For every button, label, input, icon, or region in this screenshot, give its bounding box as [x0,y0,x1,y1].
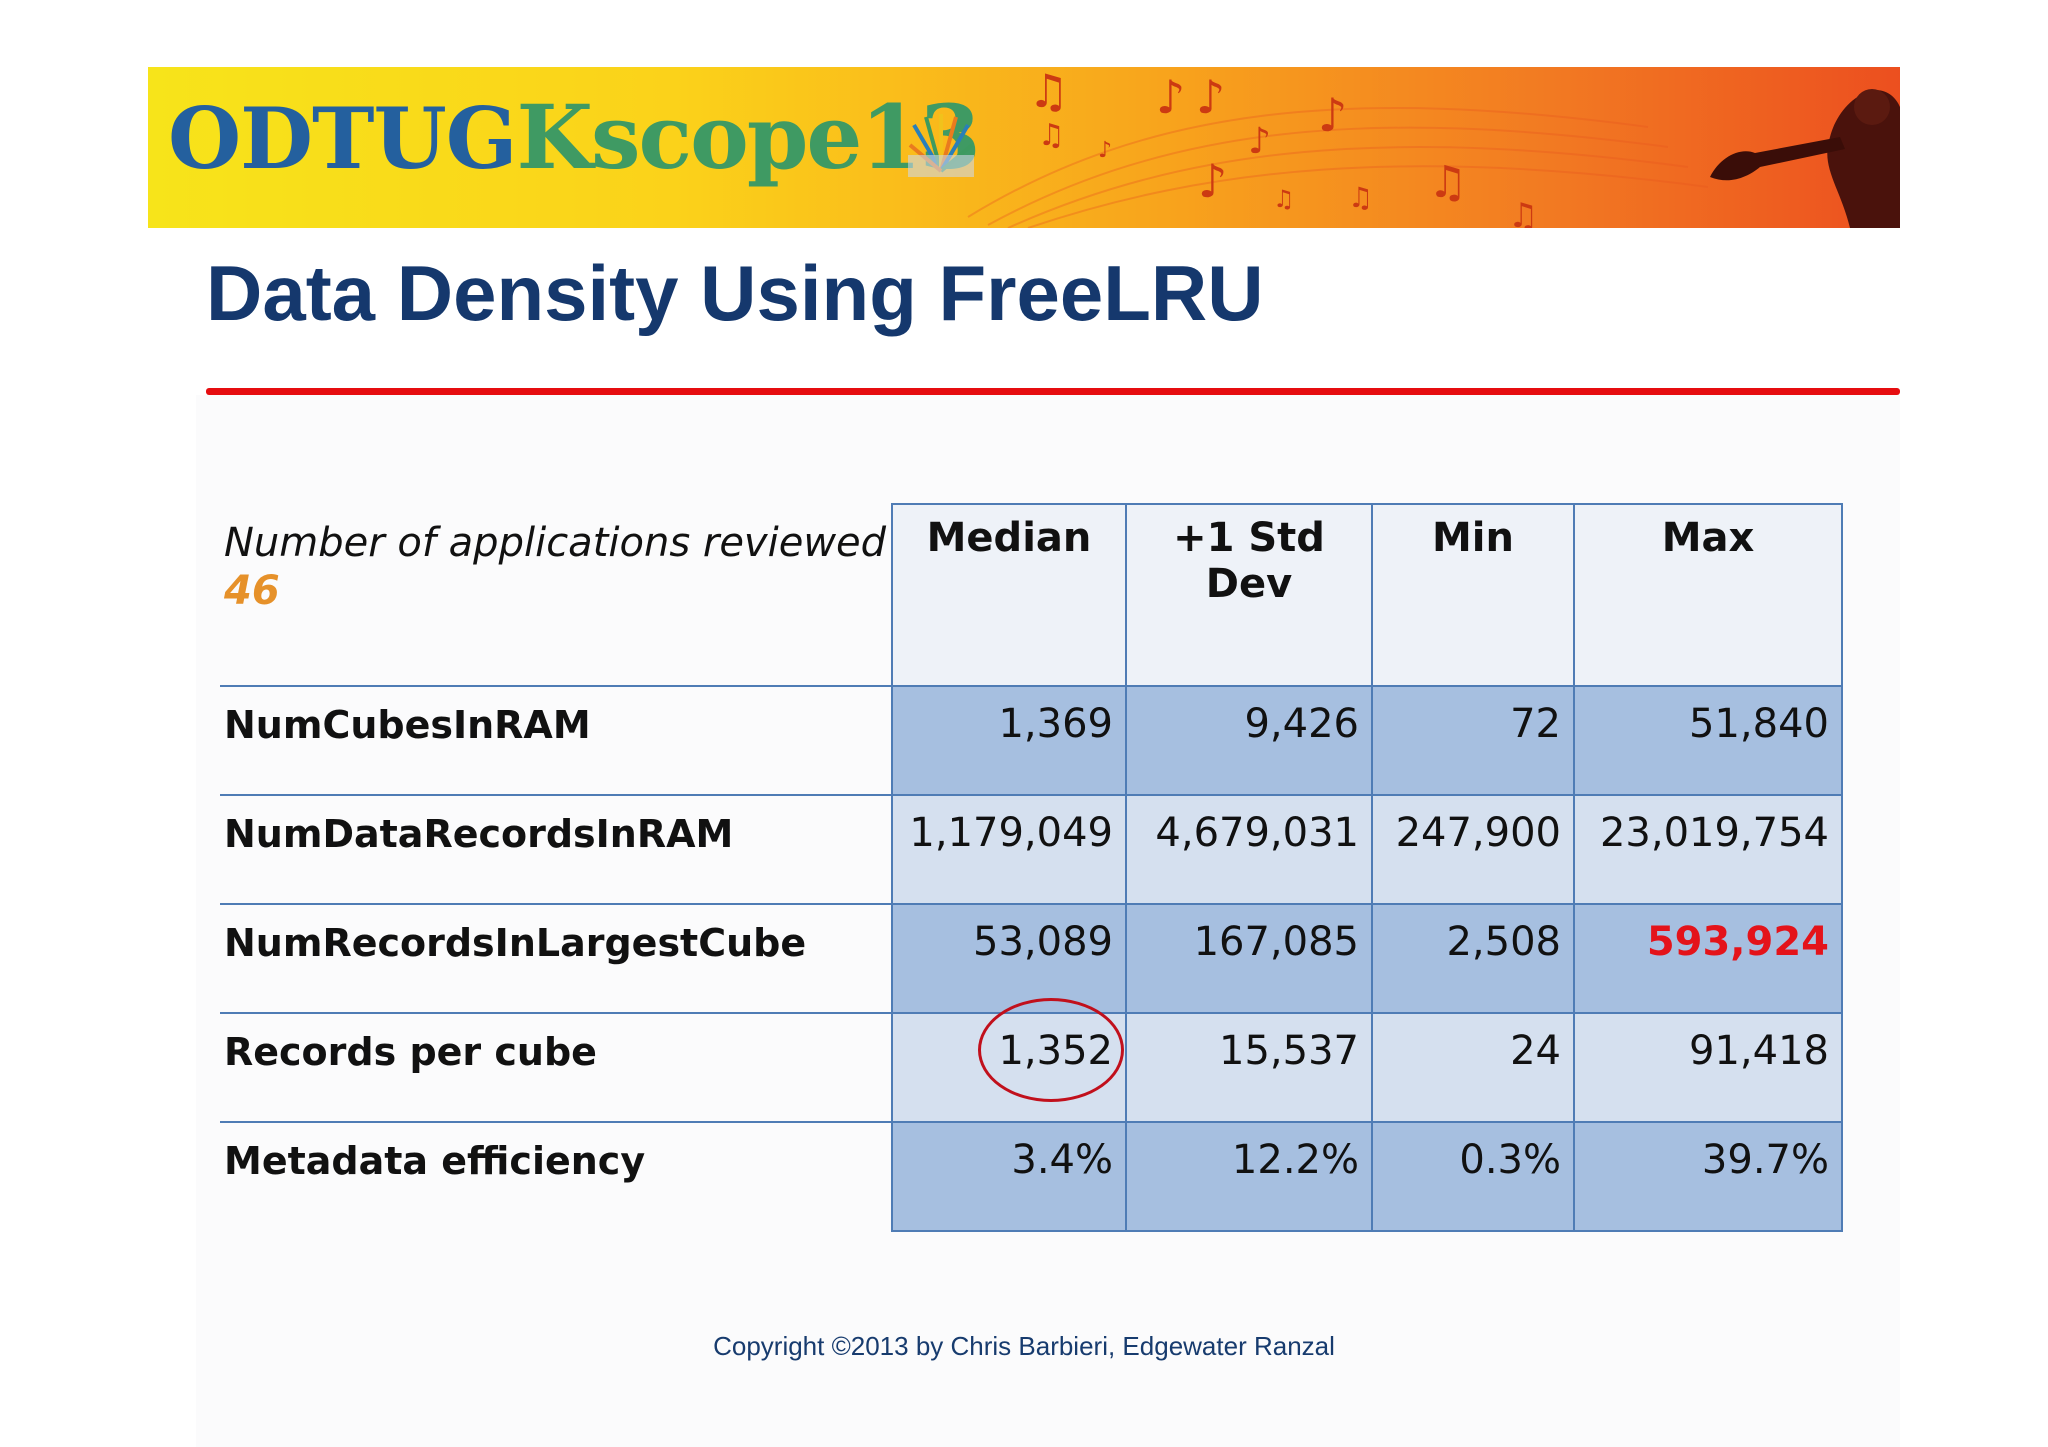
table-row: Metadata efficiency 3.4% 12.2% 0.3% 39.7… [220,1121,1843,1232]
table-cell: 72 [1371,685,1575,796]
table-cell: 0.3% [1371,1121,1575,1232]
row-label: NumRecordsInLargestCube [220,904,892,1014]
row-label-text: NumDataRecordsInRAM [224,812,734,856]
column-header-std-dev: +1 Std Dev [1125,503,1373,687]
conference-banner: ♫ ♪ ♪ ♪ ♫ ♪ ♪ ♪ ♫ ♫ ♫ ♫ ODTUGKscope13 [148,67,1900,228]
table-cell: 24 [1371,1012,1575,1123]
trumpeter-icon [1710,89,1900,228]
table-cell: 3.4% [891,1121,1127,1232]
table-cell: 91,418 [1573,1012,1843,1123]
row-label: Records per cube [220,1013,892,1123]
table-cell: 39.7% [1573,1121,1843,1232]
column-header-max: Max [1573,503,1843,687]
table-header-row: Number of applications reviewed 46 Media… [220,503,1843,687]
title-divider [206,388,1900,395]
data-density-table: Number of applications reviewed 46 Media… [220,503,1843,1232]
table-cell: 1,369 [891,685,1127,796]
music-note-icon: ♪ [1248,121,1271,162]
logo-odtug-text: ODTUG [168,89,518,188]
row-label: NumDataRecordsInRAM [220,795,892,905]
row-label-text: Records per cube [224,1030,597,1074]
music-note-icon: ♫ [1273,185,1295,213]
applications-reviewed-count: 46 [224,568,280,614]
table-cell: 51,840 [1573,685,1843,796]
applications-reviewed-cell: Number of applications reviewed 46 [220,504,892,687]
music-note-icon: ♫ [1428,157,1467,208]
music-waves-graphic: ♫ ♪ ♪ ♪ ♫ ♪ ♪ ♪ ♫ ♫ ♫ ♫ [967,67,1709,228]
highlighted-max-cell: 593,924 [1573,903,1843,1014]
highlight-circle [978,998,1124,1102]
kscope-logo: ODTUGKscope13 [168,93,981,203]
table-row: NumCubesInRAM 1,369 9,426 72 51,840 [220,685,1843,796]
row-label-text: NumRecordsInLargestCube [224,921,807,965]
music-note-icon: ♫ [1348,181,1373,214]
slide-title: Data Density Using FreeLRU [206,249,1264,337]
row-label-text: NumCubesInRAM [224,703,591,747]
music-note-icon: ♪ [1156,70,1185,124]
music-note-icon: ♫ [1028,67,1069,118]
table-cell: 9,426 [1125,685,1373,796]
row-label: Metadata efficiency [220,1122,892,1231]
music-note-icon: ♪ [1196,70,1225,124]
copyright-footer: Copyright ©2013 by Chris Barbieri, Edgew… [713,1331,1335,1361]
music-note-icon: ♫ [1038,118,1065,153]
table-cell: 247,900 [1371,794,1575,905]
table-cell: 2,508 [1371,903,1575,1014]
table-cell: 12.2% [1125,1121,1373,1232]
table-row: NumDataRecordsInRAM 1,179,049 4,679,031 … [220,794,1843,905]
table-cell: 4,679,031 [1125,794,1373,905]
logo-kscope-text: Kscope13 [516,85,981,189]
sunburst-icon [908,114,974,177]
row-label-text: Metadata efficiency [224,1139,646,1183]
applications-reviewed-label: Number of applications reviewed [224,520,887,566]
column-header-min: Min [1371,503,1575,687]
table-cell: 1,179,049 [891,794,1127,905]
music-note-icon: ♪ [1318,88,1347,142]
column-header-median: Median [891,503,1127,687]
music-note-icon: ♪ [1098,138,1112,163]
table-row: NumRecordsInLargestCube 53,089 167,085 2… [220,903,1843,1014]
table-cell: 15,537 [1125,1012,1373,1123]
table-cell: 53,089 [891,903,1127,1014]
table-cell: 167,085 [1125,903,1373,1014]
music-note-icon: ♫ [1508,196,1538,228]
row-label: NumCubesInRAM [220,686,892,796]
music-note-icon: ♪ [1198,154,1227,208]
table-cell: 23,019,754 [1573,794,1843,905]
table-row: Records per cube 1,352 15,537 24 91,418 [220,1012,1843,1123]
